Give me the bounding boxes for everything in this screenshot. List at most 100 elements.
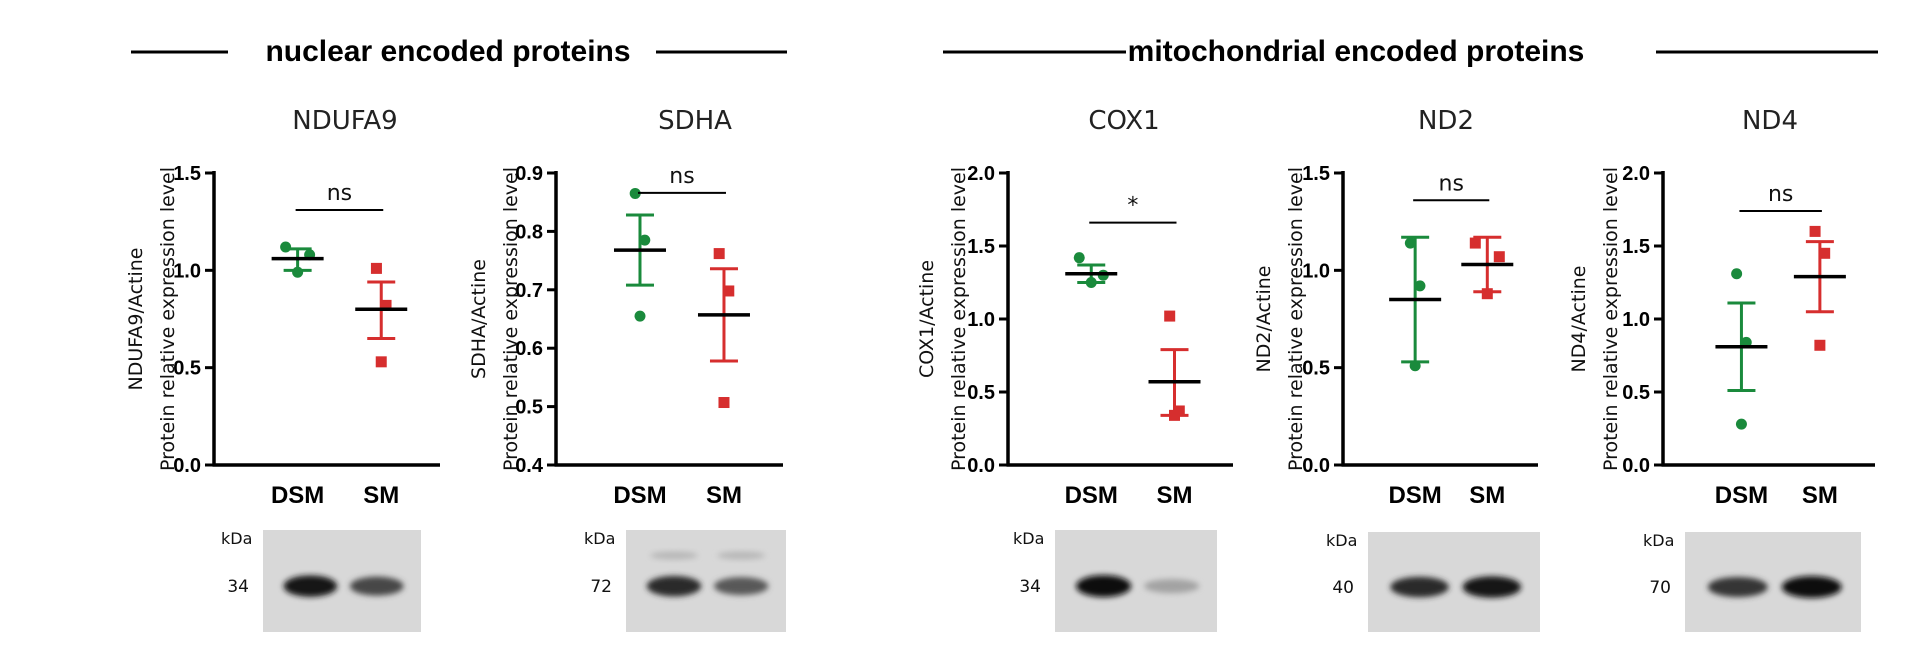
x-category-label: SM bbox=[706, 482, 742, 509]
x-category-label: SM bbox=[1157, 482, 1193, 509]
y-tick-label: 0.5 bbox=[967, 382, 995, 404]
y-tick-label: 0.0 bbox=[173, 455, 201, 477]
series-dsm bbox=[1389, 235, 1442, 372]
kda-label: kDa bbox=[1013, 529, 1044, 548]
y-tick-label: 0.5 bbox=[173, 358, 201, 380]
data-point bbox=[713, 248, 725, 260]
y-tick-label: 0.8 bbox=[515, 221, 543, 243]
chart-title: COX1 bbox=[1088, 106, 1159, 136]
x-category-label: DSM bbox=[613, 482, 666, 509]
y-tick-label: 0.6 bbox=[515, 338, 543, 360]
y-axis-label: Protein relative expression level bbox=[948, 167, 970, 471]
blot-band-faint bbox=[650, 551, 698, 560]
series-dsm bbox=[1065, 252, 1118, 288]
data-point bbox=[375, 356, 387, 368]
x-category-label: DSM bbox=[1388, 482, 1441, 509]
data-point bbox=[639, 234, 651, 246]
y-tick-label: 1.5 bbox=[1622, 236, 1650, 258]
series-sm bbox=[1793, 225, 1846, 351]
y-tick-label: 1.0 bbox=[173, 260, 201, 282]
y-tick-label: 1.5 bbox=[967, 236, 995, 258]
y-axis-label-ratio: SDHA/Actine bbox=[468, 259, 490, 379]
data-point bbox=[380, 299, 392, 311]
y-tick-label: 1.0 bbox=[967, 309, 995, 331]
y-tick-label: 0.9 bbox=[515, 163, 543, 185]
data-point bbox=[718, 397, 730, 409]
chart-title: SDHA bbox=[658, 106, 732, 136]
x-category-label: SM bbox=[1802, 482, 1838, 509]
blot-band bbox=[283, 575, 338, 597]
y-tick-label: 0.5 bbox=[515, 397, 543, 419]
data-point bbox=[1493, 251, 1505, 263]
data-point bbox=[1481, 288, 1493, 300]
western-blot bbox=[1685, 532, 1861, 632]
significance-label: * bbox=[1127, 194, 1138, 219]
y-tick-label: 0.0 bbox=[1302, 455, 1330, 477]
y-tick-label: 2.0 bbox=[1622, 163, 1650, 185]
section-header-mitochondrial: mitochondrial encoded proteins bbox=[943, 35, 1878, 68]
y-axis-label-ratio: COX1/Actine bbox=[916, 260, 938, 378]
significance-label: ns bbox=[1439, 171, 1464, 196]
chart-ndufa9: NDUFA9 0.0 0.5 1.0 1.5 DSM SM NDUFA9/Actine Prot… bbox=[125, 106, 440, 632]
molecular-weight-label: 34 bbox=[227, 577, 249, 597]
data-point bbox=[1169, 409, 1180, 421]
x-category-label: DSM bbox=[271, 482, 324, 509]
x-category-label: DSM bbox=[1715, 482, 1768, 509]
chart-title: ND4 bbox=[1742, 106, 1798, 136]
y-tick-label: 1.5 bbox=[1302, 163, 1330, 185]
chart-nd4: ND4 0.0 0.5 1.0 1.5 2.0 DSM SM ND4/Actine Protein… bbox=[1568, 106, 1875, 632]
series-dsm bbox=[613, 187, 666, 322]
data-point bbox=[634, 310, 646, 322]
y-tick-label: 1.0 bbox=[1622, 309, 1650, 331]
chart-title: ND2 bbox=[1418, 106, 1474, 136]
series-dsm bbox=[271, 241, 324, 278]
y-tick-label: 1.5 bbox=[173, 163, 201, 185]
data-point bbox=[1731, 268, 1743, 280]
data-point bbox=[1414, 280, 1426, 292]
molecular-weight-label: 72 bbox=[590, 577, 612, 597]
kda-label: kDa bbox=[1643, 531, 1674, 550]
x-category-label: SM bbox=[363, 482, 399, 509]
blot-band bbox=[349, 576, 404, 596]
data-point bbox=[1164, 310, 1176, 322]
western-blot bbox=[626, 530, 786, 632]
charts: NDUFA9 0.0 0.5 1.0 1.5 DSM SM NDUFA9/Actine Prot… bbox=[125, 106, 1875, 632]
data-point bbox=[1809, 225, 1821, 237]
y-axis-label-ratio: ND2/Actine bbox=[1253, 266, 1275, 373]
data-point bbox=[723, 285, 735, 297]
data-point bbox=[1085, 277, 1097, 288]
data-point bbox=[1469, 237, 1481, 249]
blot-band bbox=[646, 575, 702, 597]
data-point bbox=[280, 241, 292, 253]
y-tick-label: 0.0 bbox=[1622, 455, 1650, 477]
y-tick-label: 0.5 bbox=[1622, 382, 1650, 404]
series-dsm bbox=[1715, 268, 1768, 430]
chart-cox1: COX1 0.0 0.5 1.0 1.5 2.0 DSM SM COX1/Actine Prote… bbox=[916, 106, 1233, 632]
y-tick-label: 0.0 bbox=[967, 455, 995, 477]
x-category-label: SM bbox=[1469, 482, 1505, 509]
significance-label: ns bbox=[669, 164, 694, 189]
blot-band bbox=[714, 577, 769, 596]
data-point bbox=[1404, 237, 1416, 249]
x-category-label: DSM bbox=[1065, 482, 1118, 509]
section-title-mitochondrial: mitochondrial encoded proteins bbox=[1128, 35, 1585, 68]
y-axis-label-ratio: NDUFA9/Actine bbox=[125, 248, 147, 391]
y-axis-label: Protein relative expression level bbox=[157, 167, 179, 471]
y-tick-label: 1.0 bbox=[1302, 260, 1330, 282]
series-sm bbox=[697, 248, 750, 409]
blot-band-faint bbox=[717, 551, 766, 560]
section-header-nuclear: nuclear encoded proteins bbox=[131, 35, 787, 68]
blot-band bbox=[1390, 576, 1449, 598]
data-point bbox=[1735, 418, 1747, 430]
y-axis-label-ratio: ND4/Actine bbox=[1568, 266, 1590, 373]
significance-label: ns bbox=[1768, 182, 1793, 207]
y-axis-label: Protein relative expression level bbox=[1600, 167, 1622, 471]
western-blot bbox=[1055, 530, 1217, 632]
kda-label: kDa bbox=[1326, 531, 1357, 550]
blot-band bbox=[1781, 576, 1842, 598]
data-point bbox=[1819, 247, 1831, 259]
y-axis-label: Protein relative expression level bbox=[500, 167, 522, 471]
kda-label: kDa bbox=[221, 529, 252, 548]
kda-label: kDa bbox=[584, 529, 615, 548]
